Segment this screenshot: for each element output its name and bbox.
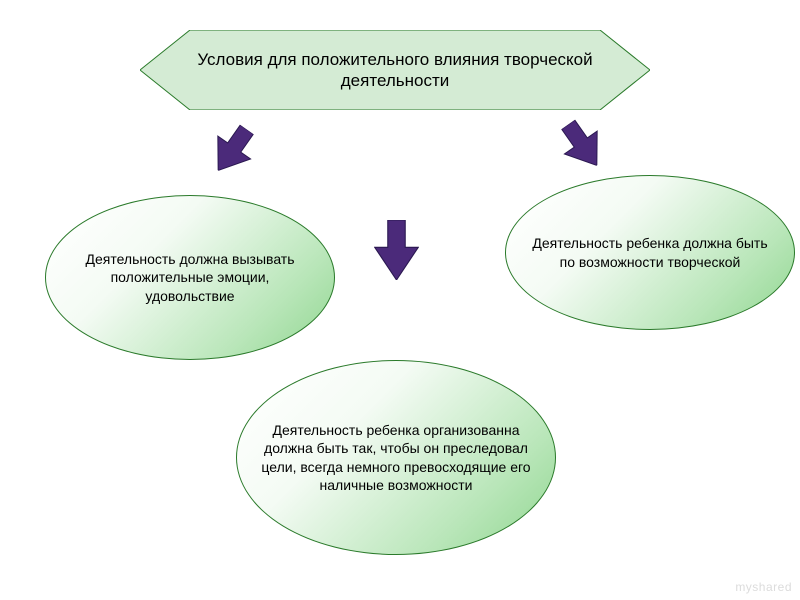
arrow-right xyxy=(550,112,616,179)
ellipse-left-text: Деятельность должна вызывать положительн… xyxy=(66,250,314,305)
arrow-center xyxy=(374,220,419,280)
header-hexagon: Условия для положительного влияния творч… xyxy=(140,30,650,110)
ellipse-bottom-text: Деятельность ребенка организованна должн… xyxy=(257,421,535,494)
arrow-left xyxy=(200,117,266,184)
watermark-text: myshared xyxy=(735,580,792,594)
ellipse-left: Деятельность должна вызывать положительн… xyxy=(45,195,335,360)
arrow-down-left-icon xyxy=(200,117,266,184)
ellipse-bottom: Деятельность ребенка организованна должн… xyxy=(236,360,556,555)
header-title: Условия для положительного влияния творч… xyxy=(166,49,625,92)
arrow-down-right-icon xyxy=(550,112,616,179)
ellipse-right: Деятельность ребенка должна быть по возм… xyxy=(505,175,795,330)
arrow-down-icon xyxy=(374,220,419,280)
ellipse-right-text: Деятельность ребенка должна быть по возм… xyxy=(526,234,774,270)
